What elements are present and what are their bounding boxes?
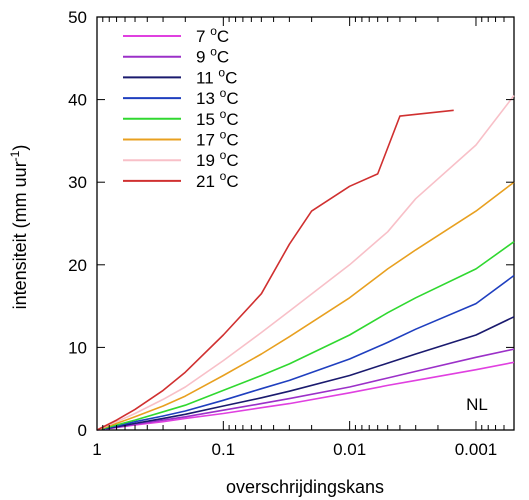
y-tick-label: 10	[68, 338, 87, 357]
y-axis-title-main: intensiteit (mm uur	[10, 161, 30, 309]
legend-label-21C: 21 oC	[196, 169, 239, 191]
y-tick-label: 40	[68, 91, 87, 110]
x-tick-label: 1	[92, 440, 101, 459]
y-tick-label: 0	[78, 421, 87, 440]
y-tick-label: 20	[68, 256, 87, 275]
x-tick-label: 0.001	[455, 440, 498, 459]
series-line-13C	[96, 274, 515, 431]
y-axis-title: intensiteit (mm uur-1)	[8, 145, 30, 310]
legend-label-9C: 9 oC	[196, 45, 229, 67]
series-line-19C	[96, 95, 515, 431]
series-line-21C	[96, 109, 454, 431]
y-axis-title-close: )	[10, 145, 30, 151]
legend-label-11C: 11 oC	[196, 65, 237, 87]
series-layer	[96, 95, 515, 431]
series-line-11C	[96, 316, 515, 431]
plot-frame	[96, 16, 515, 431]
x-axis: 1 0.1 0.01 0.001	[92, 17, 515, 459]
legend-label-15C: 15 oC	[196, 107, 239, 129]
x-axis-title: overschrijdingskans	[226, 477, 384, 497]
legend-label-19C: 19 oC	[196, 148, 239, 170]
x-tick-label: 0.01	[333, 440, 366, 459]
legend-label-17C: 17 oC	[196, 128, 239, 150]
series-line-15C	[96, 241, 515, 431]
series-line-17C	[96, 181, 515, 431]
legend-label-7C: 7 oC	[196, 24, 229, 46]
series-line-9C	[96, 348, 515, 431]
region-annotation: NL	[466, 395, 488, 414]
y-tick-label: 50	[68, 8, 87, 27]
y-axis: 0 10 20 30 40 50	[68, 8, 514, 440]
y-tick-label: 30	[68, 173, 87, 192]
y-axis-title-sup: -1	[8, 150, 22, 161]
legend-label-13C: 13 oC	[196, 86, 239, 108]
x-tick-label: 0.1	[212, 440, 236, 459]
plot-border	[96, 16, 515, 431]
